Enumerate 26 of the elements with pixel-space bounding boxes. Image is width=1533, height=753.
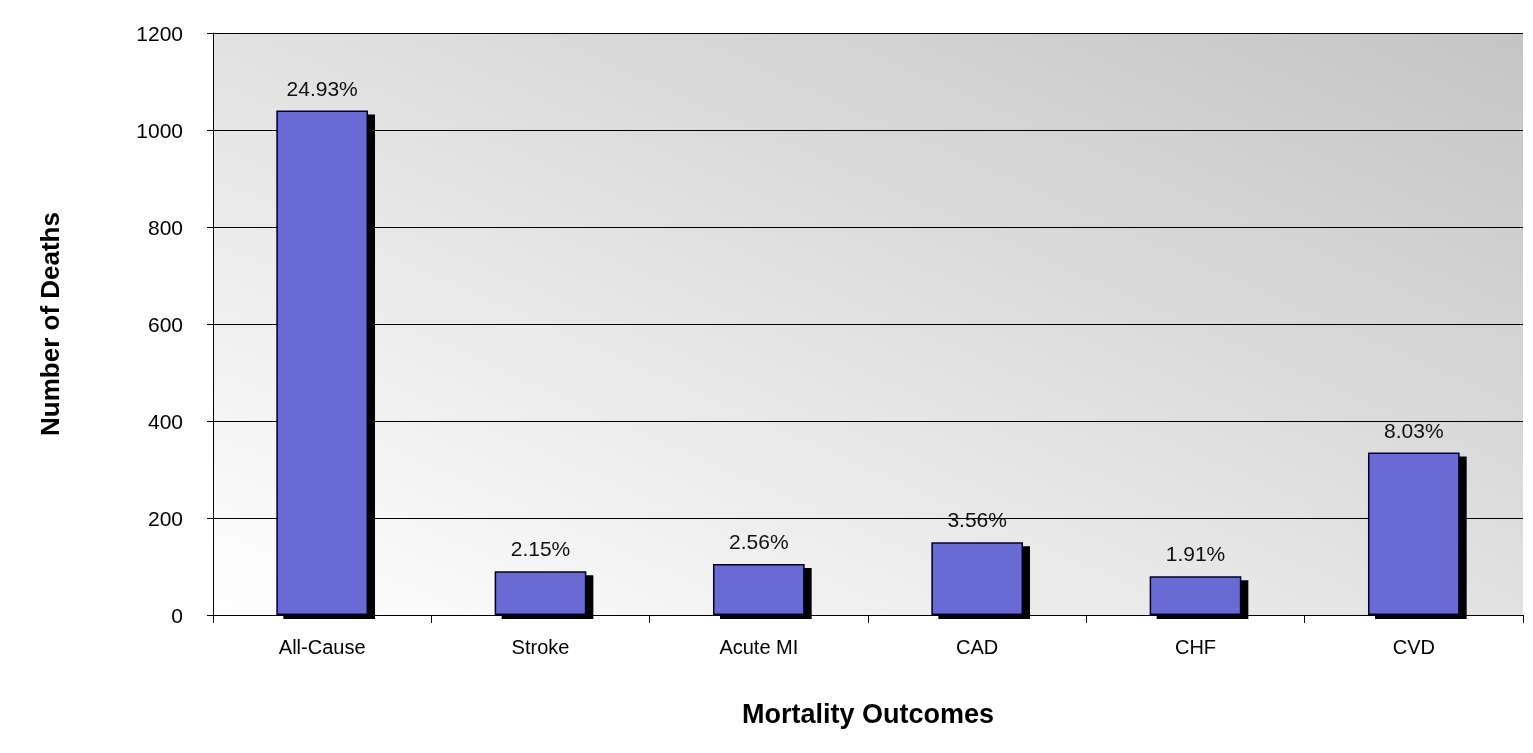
x-tick-label: Acute MI	[719, 636, 799, 658]
bar	[712, 564, 805, 615]
annotation: 2.15%	[510, 537, 571, 561]
y-tick-label: 1200	[136, 21, 183, 45]
annotation: 8.03%	[1384, 418, 1444, 442]
y-tick-label: 600	[147, 312, 183, 336]
x-axis-title: Mortality Outcomes	[741, 698, 995, 729]
y-tick-label: 1000	[136, 118, 183, 142]
x-tick-label: CVD	[1392, 636, 1435, 658]
annotation: 24.93%	[286, 76, 358, 100]
y-tick-label: 200	[147, 506, 183, 530]
bar	[1367, 452, 1460, 615]
bar	[494, 571, 587, 615]
y-tick-label: 800	[147, 215, 183, 239]
annotation: 2.56%	[729, 530, 789, 554]
y-axis-title: Number of Deaths	[35, 212, 65, 436]
bar	[931, 542, 1024, 615]
y-tick-label: 0	[171, 603, 183, 627]
x-tick-label: CHF	[1174, 636, 1217, 658]
y-tick-label: 400	[147, 409, 183, 433]
bar	[276, 110, 369, 615]
annotation: 1.91%	[1165, 542, 1226, 566]
x-tick-label: CAD	[956, 636, 999, 658]
bar	[1149, 576, 1242, 615]
x-tick-label: All-Cause	[278, 636, 366, 658]
x-tick-label: Stroke	[511, 636, 570, 658]
